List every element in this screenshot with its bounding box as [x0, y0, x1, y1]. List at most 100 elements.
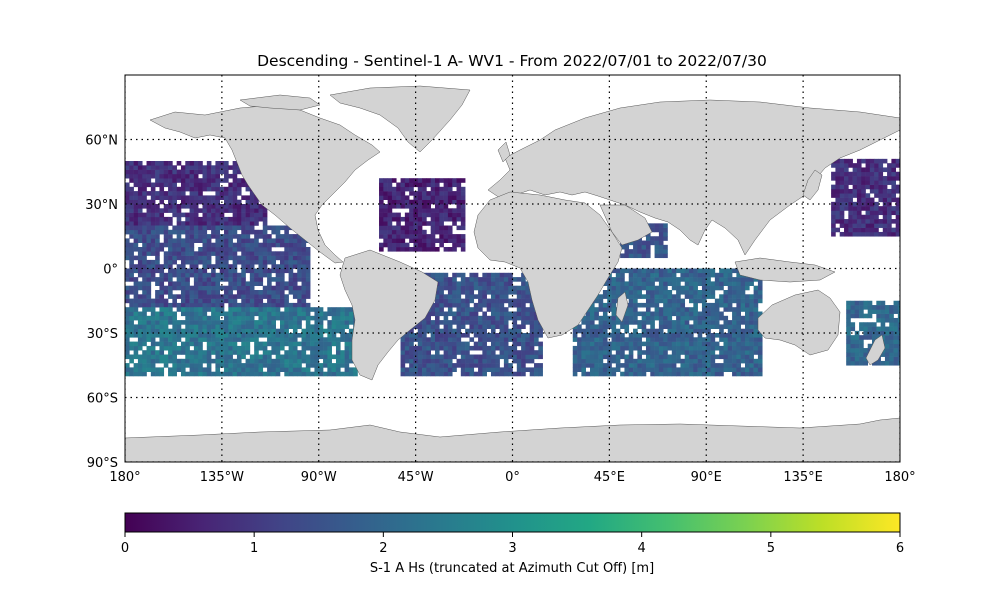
data-cell: [430, 221, 436, 226]
data-cell: [710, 354, 716, 360]
data-cell: [676, 354, 681, 360]
data-cell: [409, 238, 414, 243]
data-cell: [258, 242, 264, 248]
data-cell: [850, 322, 856, 327]
data-cell: [387, 229, 393, 235]
data-cell: [667, 272, 673, 278]
data-cell: [628, 350, 634, 355]
data-cell: [310, 324, 315, 329]
data-cell: [417, 229, 423, 235]
data-cell: [271, 259, 276, 265]
data-cell: [189, 328, 195, 334]
data-cell: [417, 208, 423, 213]
data-cell: [503, 337, 509, 342]
data-cell: [633, 249, 638, 254]
data-cell: [301, 264, 307, 269]
data-cell: [262, 221, 268, 226]
data-cell: [706, 272, 711, 278]
data-cell: [680, 345, 686, 351]
data-cell: [697, 345, 703, 351]
data-cell: [189, 285, 195, 291]
data-cell: [301, 315, 307, 321]
data-cell: [671, 272, 677, 278]
data-cell: [271, 285, 276, 291]
data-cell: [215, 363, 221, 368]
data-cell: [443, 302, 449, 308]
data-cell: [719, 371, 724, 377]
data-cell: [684, 328, 690, 334]
data-cell: [241, 182, 246, 188]
data-cell: [150, 367, 156, 372]
data-cell: [650, 328, 655, 334]
data-cell: [133, 247, 139, 252]
data-cell: [249, 242, 255, 248]
data-cell: [697, 324, 703, 329]
data-cell: [891, 158, 896, 164]
data-cell: [163, 178, 169, 183]
data-cell: [439, 225, 444, 231]
data-cell: [590, 337, 595, 342]
data-cell: [267, 302, 272, 308]
data-cell: [211, 178, 216, 183]
data-cell: [850, 313, 856, 319]
data-cell: [430, 354, 436, 360]
data-cell: [891, 180, 896, 185]
data-cell: [129, 212, 134, 218]
data-cell: [469, 320, 475, 325]
data-cell: [706, 290, 711, 295]
data-cell: [499, 298, 505, 304]
data-cell: [594, 341, 599, 347]
data-cell: [335, 354, 341, 360]
data-cell: [180, 225, 186, 231]
data-cell: [654, 307, 660, 312]
data-cell: [241, 277, 246, 282]
data-cell: [413, 324, 419, 329]
data-cell: [844, 176, 849, 181]
data-cell: [602, 354, 608, 360]
data-cell: [133, 178, 139, 183]
data-cell: [189, 320, 195, 325]
data-cell: [654, 268, 660, 274]
data-cell: [628, 341, 634, 347]
data-cell: [658, 253, 664, 259]
data-cell: [198, 371, 203, 377]
data-cell: [736, 294, 741, 299]
map-area: [125, 75, 900, 462]
data-cell: [129, 161, 134, 166]
data-cell: [271, 363, 276, 368]
data-cell: [224, 264, 229, 269]
data-cell: [443, 341, 449, 347]
data-cell: [585, 311, 591, 317]
data-cell: [202, 333, 208, 338]
data-cell: [719, 294, 724, 299]
data-cell: [236, 315, 242, 321]
data-cell: [314, 328, 320, 334]
data-cell: [314, 367, 320, 372]
data-cell: [878, 158, 884, 164]
data-cell: [874, 158, 879, 164]
data-cell: [439, 298, 444, 304]
data-cell: [146, 169, 152, 175]
data-cell: [344, 324, 350, 329]
data-cell: [125, 272, 130, 278]
data-cell: [155, 165, 160, 170]
data-cell: [163, 354, 169, 360]
data-cell: [249, 337, 255, 342]
data-cell: [460, 238, 466, 243]
data-cell: [839, 193, 845, 198]
data-cell: [267, 294, 272, 299]
data-cell: [654, 328, 660, 334]
data-cell: [654, 354, 660, 360]
data-cell: [499, 371, 505, 377]
data-cell: [473, 281, 479, 286]
data-cell: [185, 320, 190, 325]
data-cell: [689, 333, 694, 338]
data-cell: [856, 231, 862, 237]
data-cell: [284, 341, 289, 347]
data-cell: [478, 285, 483, 291]
data-cell: [387, 242, 393, 248]
data-cell: [348, 320, 354, 325]
data-cell: [478, 367, 483, 372]
data-cell: [198, 251, 203, 256]
data-cell: [897, 360, 900, 366]
